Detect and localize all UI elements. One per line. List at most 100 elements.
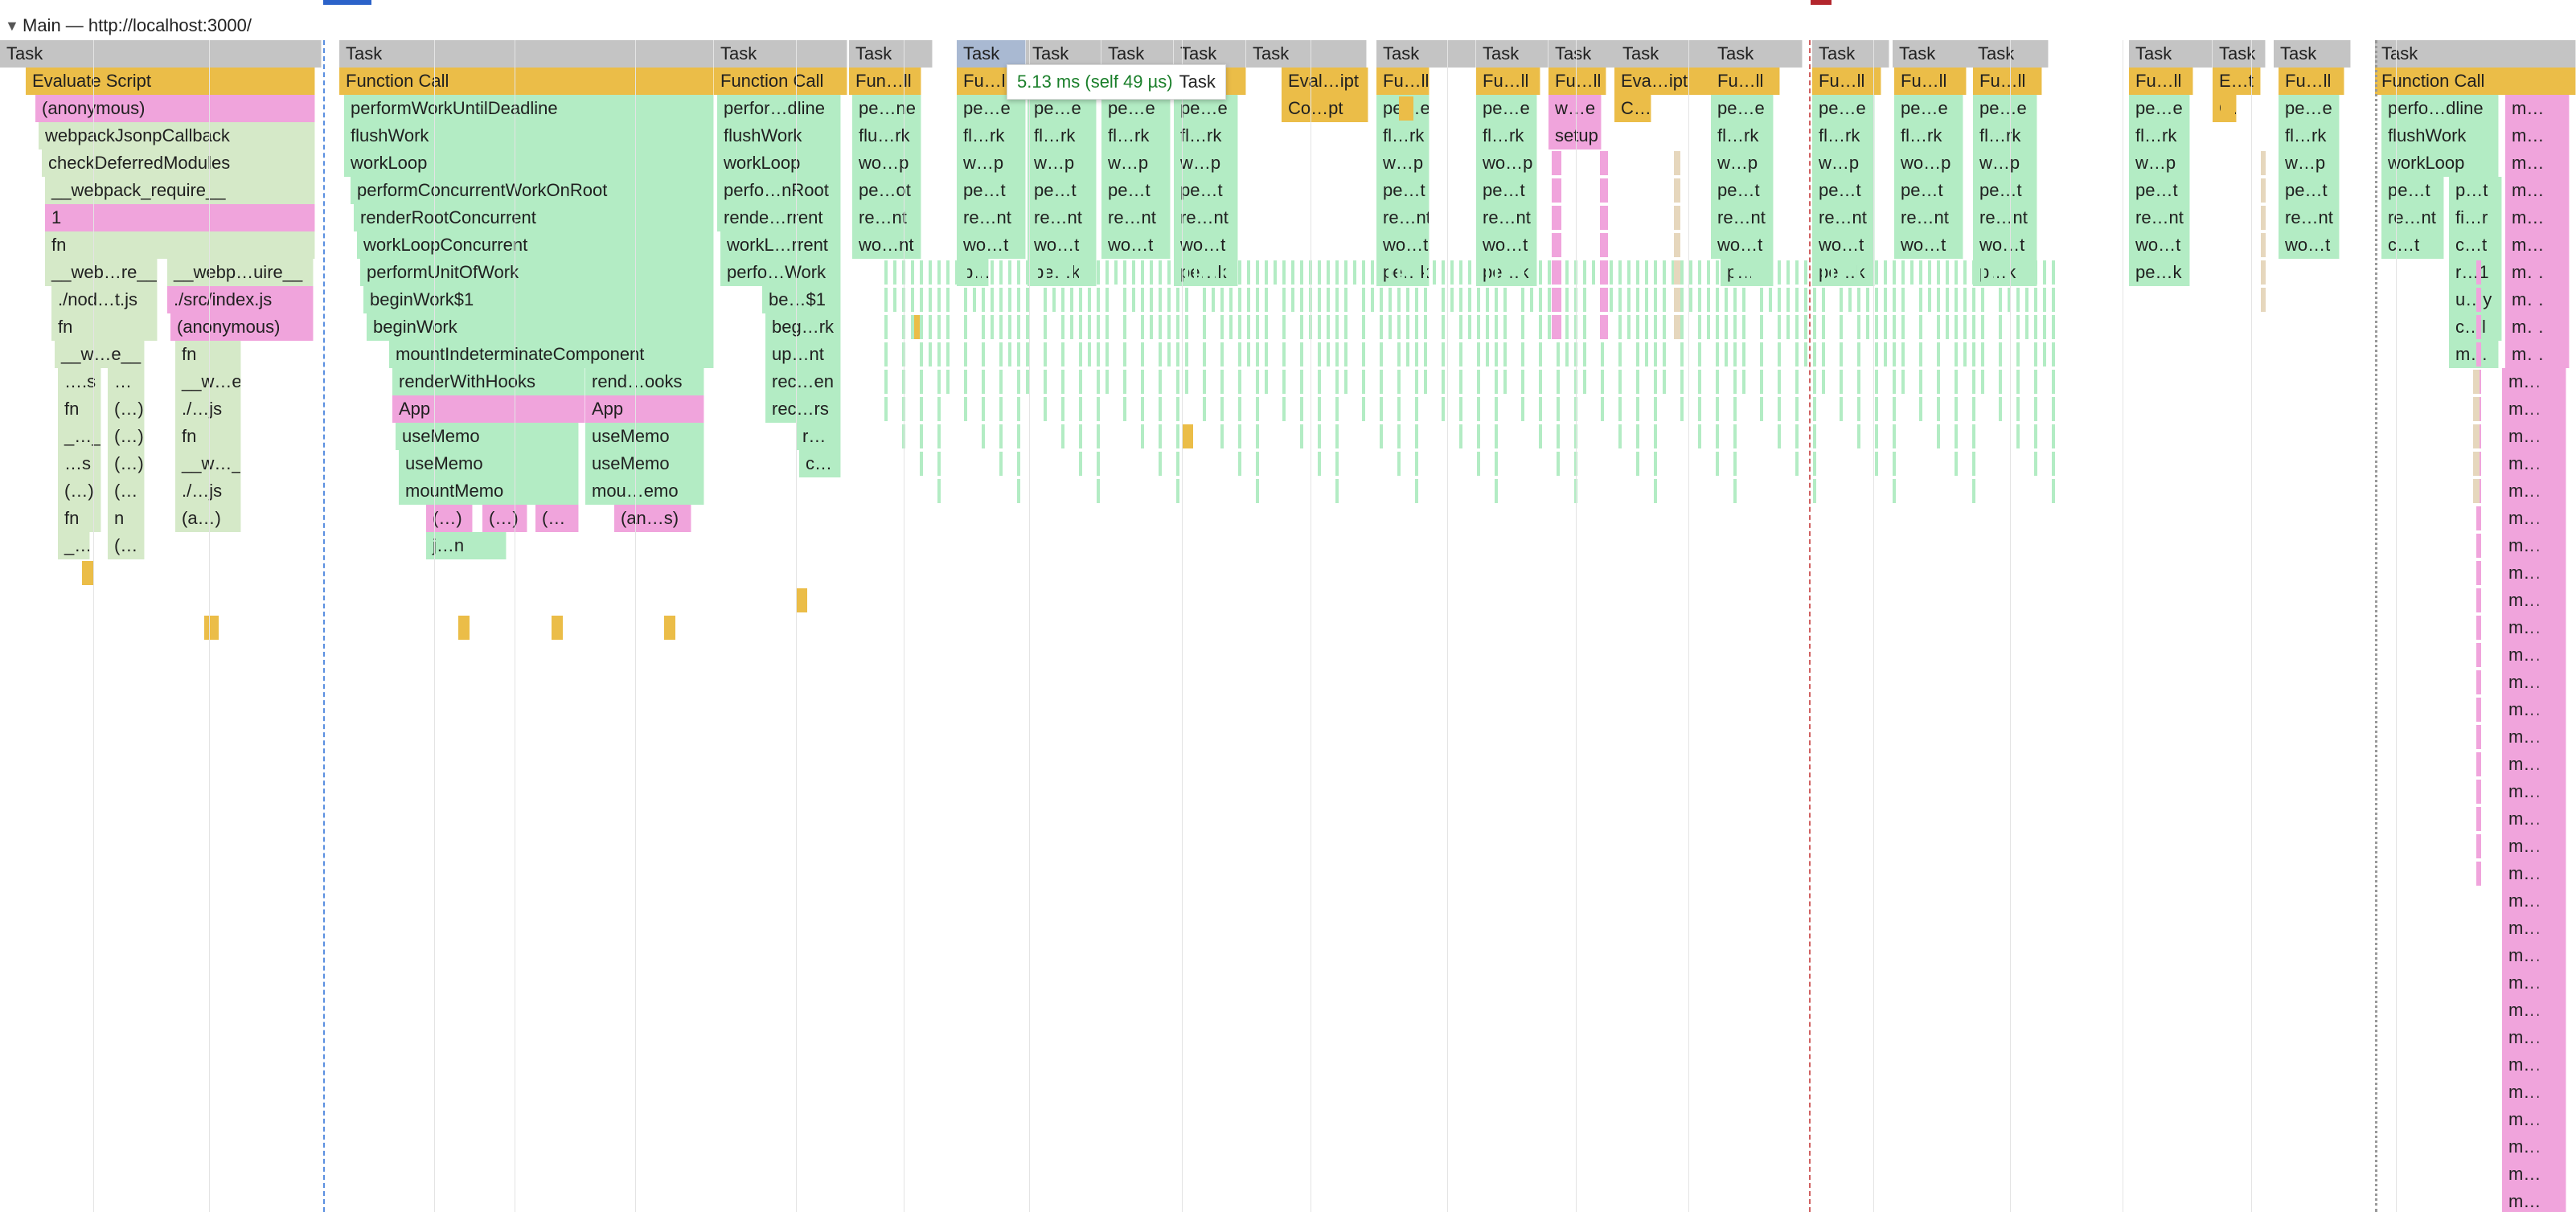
flame-block-re-nt[interactable]: re…nt <box>1812 204 1875 231</box>
flame-block-fl-rk[interactable]: fl…rk <box>1376 122 1430 149</box>
flame-block-perfo-work[interactable]: perfo…Work <box>720 259 841 286</box>
flame-block-wo-p[interactable]: wo…p <box>1894 149 1963 177</box>
flame-block-re-nt[interactable]: re…nt <box>1711 204 1774 231</box>
flame-block-eva-ipt[interactable]: Eva…ipt <box>1614 68 1714 95</box>
flame-block-usememo[interactable]: useMemo <box>396 423 579 450</box>
flame-block-p-t[interactable]: p…t <box>2449 177 2502 204</box>
flame-block-fl-rk[interactable]: fl…rk <box>1894 122 1963 149</box>
flame-block-re-nt[interactable]: re…nt <box>1973 204 2037 231</box>
flame-block-webp-uire[interactable]: __webp…uire__ <box>167 259 314 286</box>
flame-block-wo-t[interactable]: wo…t <box>1101 231 1171 259</box>
flame-block-m[interactable]: m… <box>2505 149 2570 177</box>
flame-block-pe-ot[interactable]: pe…ot <box>852 177 921 204</box>
flame-block-wo-t[interactable]: wo…t <box>1028 231 1097 259</box>
flame-block-pe-t[interactable]: pe…t <box>1101 177 1171 204</box>
flame-block-task[interactable]: Task <box>1548 40 1621 68</box>
flame-block-r-1[interactable]: r…1 <box>2449 259 2502 286</box>
flame-block-fi-r[interactable]: fi…r <box>2449 204 2502 231</box>
flame-block-workloop[interactable]: workLoop <box>344 149 714 177</box>
flame-block-rec-rs[interactable]: rec…rs <box>765 395 841 423</box>
flame-block-w-p[interactable]: w…p <box>1376 149 1430 177</box>
flame-block-performworkuntildeadline[interactable]: performWorkUntilDeadline <box>344 95 714 122</box>
flame-block-wo-t[interactable]: wo…t <box>2129 231 2190 259</box>
flame-block-pe-e[interactable]: pe…e <box>1711 95 1774 122</box>
flame-block-block[interactable]: (… <box>535 505 579 532</box>
flame-block-fl-rk[interactable]: fl…rk <box>1174 122 1238 149</box>
flame-block-w-p[interactable]: w…p <box>957 149 1026 177</box>
flame-block-flushwork[interactable]: flushWork <box>717 122 841 149</box>
flame-block-w-p[interactable]: w…p <box>1174 149 1238 177</box>
flame-block-an-s[interactable]: (an…s) <box>614 505 691 532</box>
flame-block-task[interactable]: Task <box>1476 40 1548 68</box>
flame-block-w-p[interactable]: w…p <box>2129 149 2190 177</box>
flame-block-anonymous[interactable]: (anonymous) <box>170 313 314 341</box>
flame-block-fl-rk[interactable]: fl…rk <box>957 122 1026 149</box>
flame-block-wo-t[interactable]: wo…t <box>1376 231 1430 259</box>
flame-block-w-p[interactable]: w…p <box>1711 149 1774 177</box>
flame-block-m[interactable]: m… <box>2505 286 2570 313</box>
flame-block-pe-t[interactable]: pe…t <box>1028 177 1097 204</box>
triangle-down-icon[interactable]: ▼ <box>5 18 19 34</box>
flame-block-wo-t[interactable]: wo…t <box>1174 231 1238 259</box>
flame-block-be-1[interactable]: be…$1 <box>762 286 841 313</box>
flame-block-fl-rk[interactable]: fl…rk <box>1476 122 1537 149</box>
flame-block-block[interactable]: (…) <box>482 505 527 532</box>
flame-block-webpackjsonpcallback[interactable]: webpackJsonpCallback <box>39 122 315 149</box>
flame-block-up-nt[interactable]: up…nt <box>765 341 841 368</box>
flame-block-renderrootconcurrent[interactable]: renderRootConcurrent <box>354 204 714 231</box>
flame-block-re-nt[interactable]: re…nt <box>1894 204 1963 231</box>
flame-block-task[interactable]: Task <box>0 40 322 68</box>
flame-block-fn[interactable]: fn <box>58 395 101 423</box>
flame-block-perfo-dline[interactable]: perfo…dline <box>2381 95 2499 122</box>
flame-block-e-t[interactable]: E…t <box>2213 68 2261 95</box>
flame-block-eval-ipt[interactable]: Eval…ipt <box>1282 68 1368 95</box>
flame-block-fn[interactable]: fn <box>175 423 241 450</box>
flame-block-task[interactable]: Task <box>1812 40 1889 68</box>
flame-block-wo-t[interactable]: wo…t <box>1973 231 2037 259</box>
flame-block-re-nt[interactable]: re…nt <box>1028 204 1097 231</box>
flame-block-perfo-nroot[interactable]: perfo…nRoot <box>717 177 841 204</box>
flame-block-c[interactable]: C… <box>1614 95 1651 122</box>
flame-block-w-e[interactable]: __w…e__ <box>175 368 241 395</box>
flame-block-js[interactable]: ./…js <box>175 477 241 505</box>
flame-block-rende-rrent[interactable]: rende…rrent <box>717 204 841 231</box>
flame-block-re-nt[interactable]: re…nt <box>957 204 1026 231</box>
flame-block-beg-rk[interactable]: beg…rk <box>765 313 841 341</box>
flame-block-c-t[interactable]: c…t <box>2449 231 2502 259</box>
flame-block-fn[interactable]: fn <box>51 313 158 341</box>
flame-block-fl-rk[interactable]: fl…rk <box>1711 122 1774 149</box>
flame-block-pe-k[interactable]: pe…k <box>1174 259 1238 286</box>
flame-block-c-l[interactable]: c…l <box>2449 313 2502 341</box>
flame-block-s[interactable]: ….s <box>58 368 101 395</box>
flame-block-fu-ll[interactable]: Fu…ll <box>2279 68 2344 95</box>
flame-block-mountmemo[interactable]: mountMemo <box>399 477 579 505</box>
flame-block-w-p[interactable]: w…p <box>1028 149 1097 177</box>
flame-block-app[interactable]: App <box>392 395 585 423</box>
flame-block-usememo[interactable]: useMemo <box>585 450 704 477</box>
flame-block-block[interactable]: _…_ <box>58 532 90 559</box>
flame-block-pe-t[interactable]: pe…t <box>1973 177 2037 204</box>
main-thread-header[interactable]: ▼ Main — http://localhost:3000/ <box>0 11 2576 40</box>
flame-block-pe-e[interactable]: pe…e <box>1476 95 1537 122</box>
flame-block-js[interactable]: ./…js <box>175 395 241 423</box>
flame-block-wo-t[interactable]: wo…t <box>1812 231 1875 259</box>
flame-block-fun-ll[interactable]: Fun…ll <box>849 68 921 95</box>
flame-block-fl-rk[interactable]: fl…rk <box>1101 122 1171 149</box>
flame-block-mou-emo[interactable]: mou…emo <box>585 477 704 505</box>
flame-block-workl-rrent[interactable]: workL…rrent <box>720 231 841 259</box>
flame-block-wo-t[interactable]: wo…t <box>1476 231 1537 259</box>
flame-block-app[interactable]: App <box>585 395 704 423</box>
flame-block-fl-rk[interactable]: fl…rk <box>1812 122 1875 149</box>
flame-block-pe-t[interactable]: pe…t <box>957 177 1026 204</box>
flame-block-m[interactable]: m… <box>2502 1188 2566 1212</box>
flame-block-w-p[interactable]: w…p <box>2279 149 2340 177</box>
flame-block-wo-t[interactable]: wo…t <box>2279 231 2340 259</box>
flame-block-re-nt[interactable]: re…nt <box>1476 204 1537 231</box>
flame-block-wo-t[interactable]: wo…t <box>1894 231 1963 259</box>
flame-block-m[interactable]: m… <box>2502 1161 2566 1188</box>
flame-block-fu-ll[interactable]: Fu…ll <box>1376 68 1430 95</box>
flame-block-task[interactable]: Task <box>1174 40 1246 68</box>
flame-block-function-call[interactable]: Function Call <box>714 68 847 95</box>
flame-block-mountindeterminatecomponent[interactable]: mountIndeterminateComponent <box>389 341 714 368</box>
flame-block-re-nt[interactable]: re…nt <box>1101 204 1171 231</box>
